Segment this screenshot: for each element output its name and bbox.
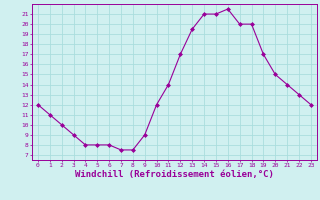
X-axis label: Windchill (Refroidissement éolien,°C): Windchill (Refroidissement éolien,°C) bbox=[75, 170, 274, 179]
